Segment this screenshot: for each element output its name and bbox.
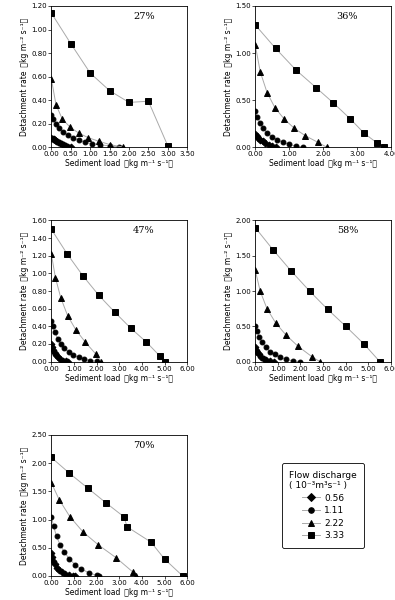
Y-axis label: Detachment rate （kg m⁻² s⁻¹）: Detachment rate （kg m⁻² s⁻¹） xyxy=(21,446,29,565)
Y-axis label: Detachment rate （kg m⁻² s⁻¹）: Detachment rate （kg m⁻² s⁻¹） xyxy=(21,17,29,136)
Y-axis label: Detachment rate （kg m⁻² s⁻¹）: Detachment rate （kg m⁻² s⁻¹） xyxy=(21,232,29,350)
Text: 27%: 27% xyxy=(133,11,154,20)
X-axis label: Sediment load （kg m⁻¹ s⁻¹）: Sediment load （kg m⁻¹ s⁻¹） xyxy=(65,374,173,383)
X-axis label: Sediment load （kg m⁻¹ s⁻¹）: Sediment load （kg m⁻¹ s⁻¹） xyxy=(65,160,173,169)
Legend: 0.56, 1.11, 2.22, 3.33: 0.56, 1.11, 2.22, 3.33 xyxy=(282,463,364,548)
X-axis label: Sediment load （kg m⁻¹ s⁻¹）: Sediment load （kg m⁻¹ s⁻¹） xyxy=(269,374,377,383)
Text: 58%: 58% xyxy=(337,226,358,235)
X-axis label: Sediment load （kg m⁻¹ s⁻¹）: Sediment load （kg m⁻¹ s⁻¹） xyxy=(269,160,377,169)
X-axis label: Sediment load （kg m⁻¹ s⁻¹）: Sediment load （kg m⁻¹ s⁻¹） xyxy=(65,588,173,597)
Text: 70%: 70% xyxy=(133,440,154,449)
Y-axis label: Detachment rate （kg m⁻² s⁻¹）: Detachment rate （kg m⁻² s⁻¹） xyxy=(224,232,233,350)
Text: 47%: 47% xyxy=(133,226,154,235)
Text: 36%: 36% xyxy=(337,11,358,20)
Y-axis label: Detachment rate （kg m⁻² s⁻¹）: Detachment rate （kg m⁻² s⁻¹） xyxy=(224,17,233,136)
